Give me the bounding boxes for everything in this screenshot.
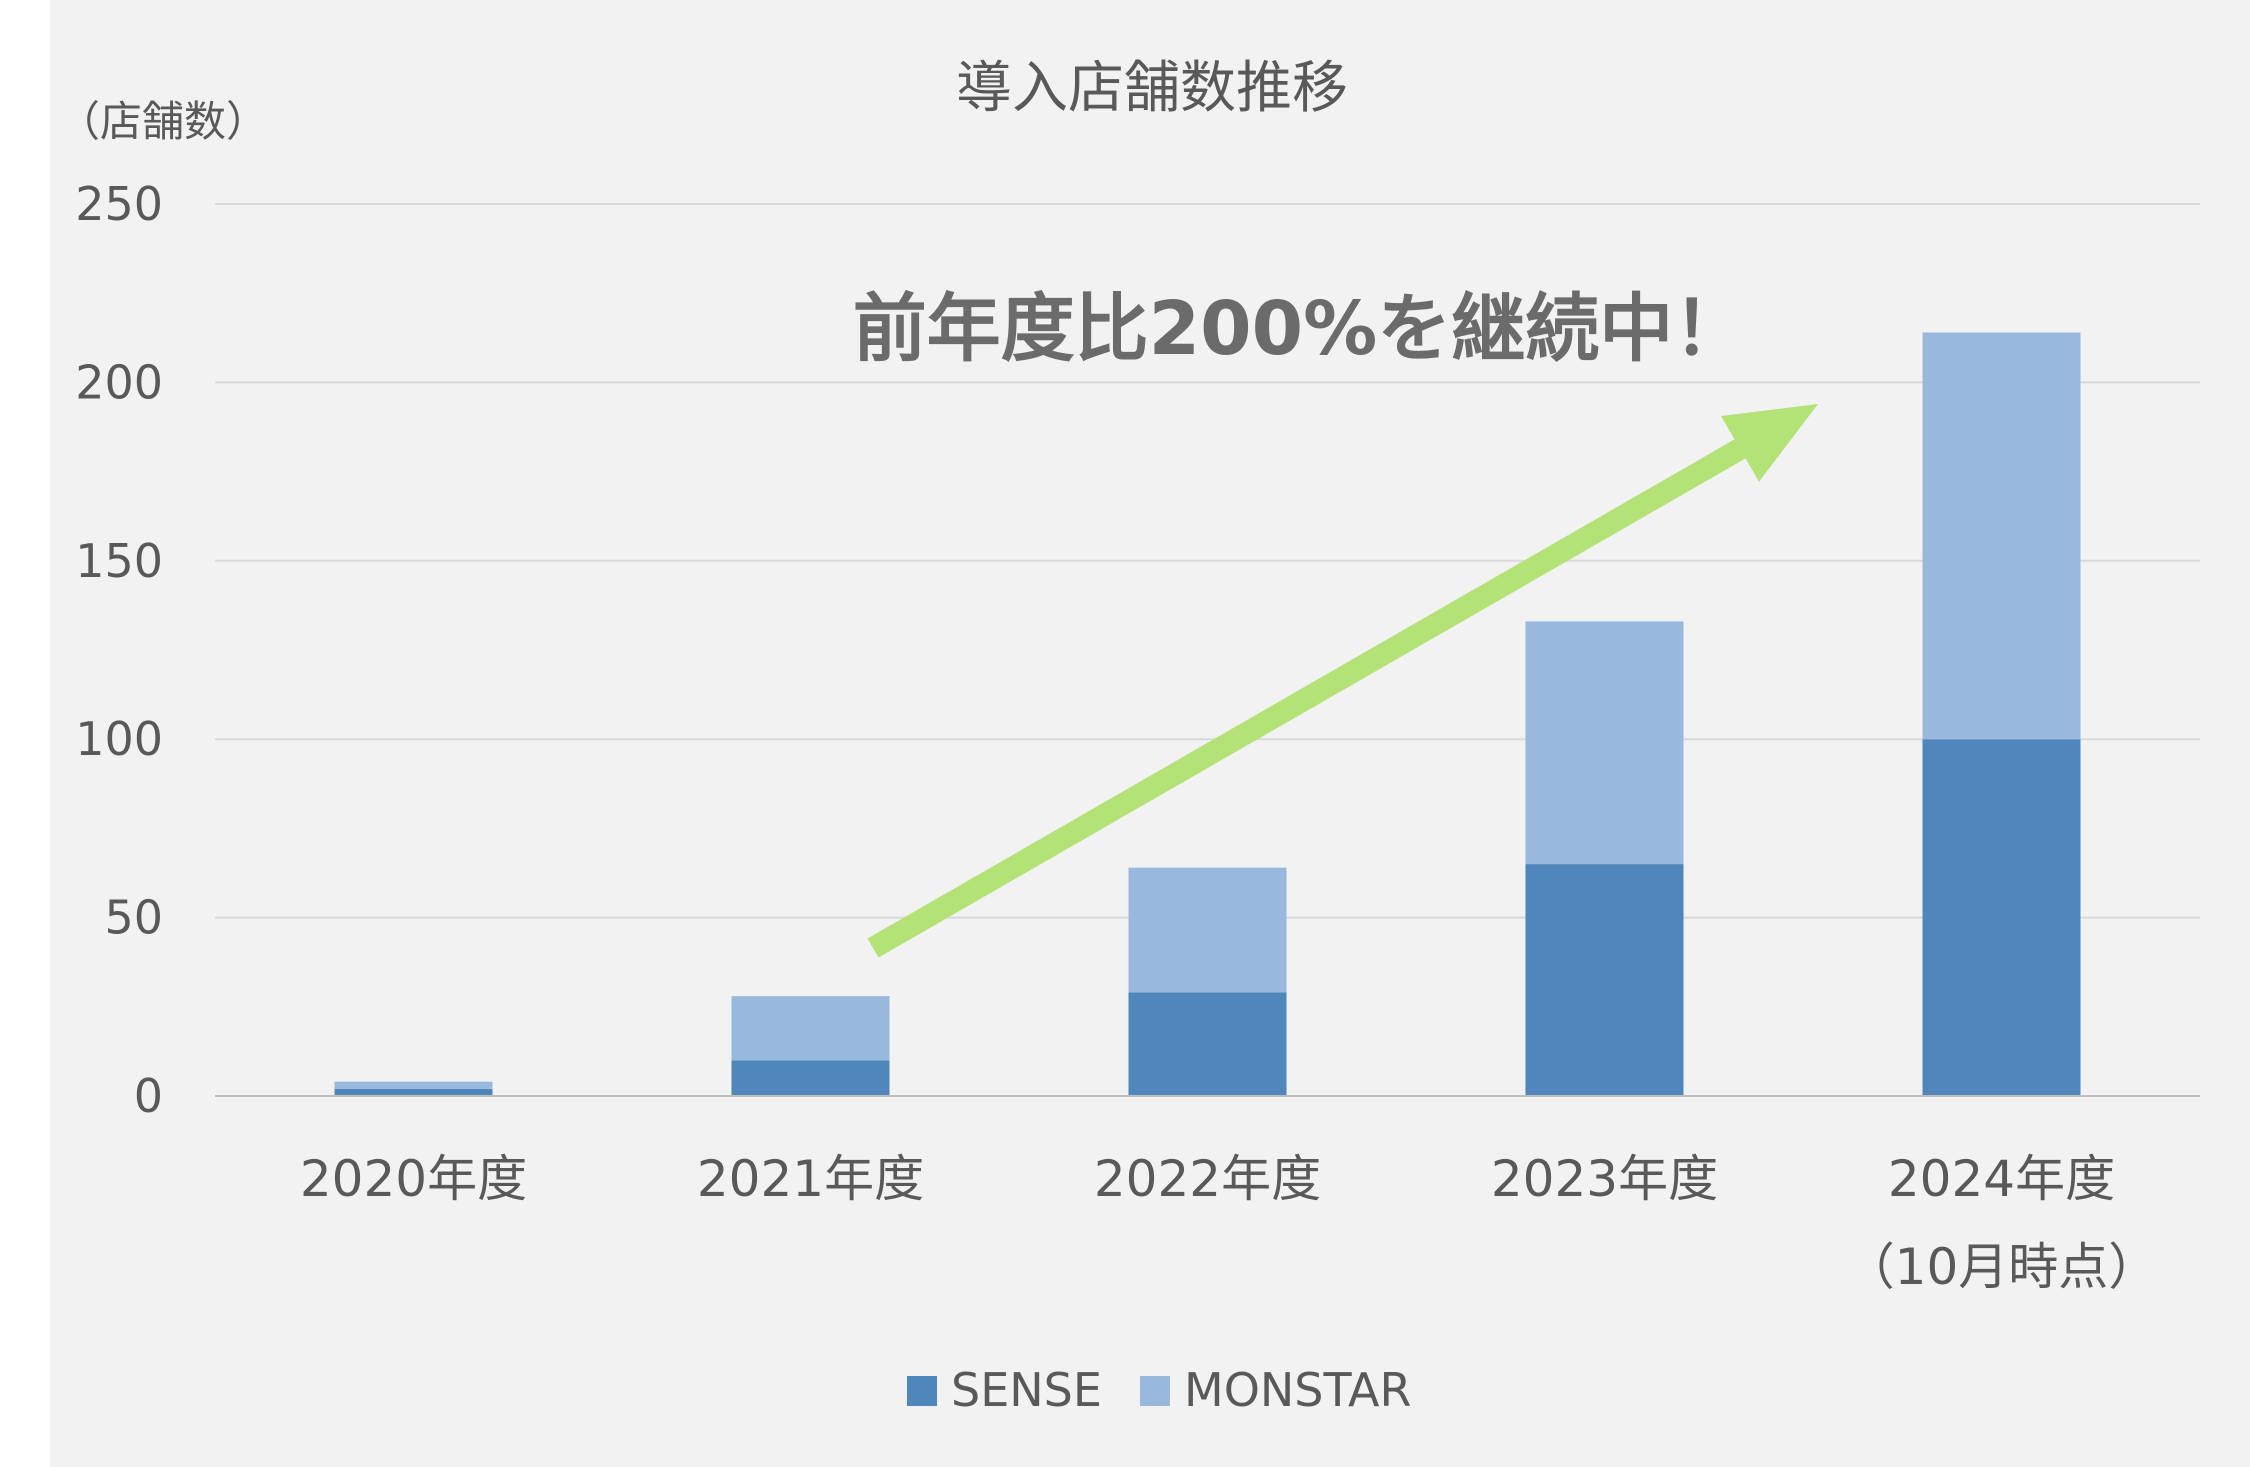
chart-panel: 導入店舗数推移 （店舗数） 0 50 100 150 200 250 2020年度 2021… (50, 0, 2250, 1467)
x-axis-ticks: 2020年度 2021年度 2022年度 2023年度 2024年度 （10月時点） (300, 1150, 2158, 1296)
y-tick-label: 100 (75, 712, 163, 766)
bar-segment-sense (1128, 992, 1287, 1096)
legend-label-monstar: MONSTAR (1184, 1363, 1411, 1417)
x-tick-label: 2021年度 (697, 1150, 924, 1208)
legend: SENSE MONSTAR (907, 1363, 1411, 1417)
bar-segment-sense (1922, 739, 2081, 1096)
bar-segment-sense (731, 1060, 890, 1096)
bars (334, 332, 2081, 1096)
bar-segment-monstar (1128, 867, 1287, 993)
growth-annotation-text: 前年度比200%を継続中！ (853, 286, 1748, 372)
y-tick-label: 200 (75, 355, 163, 409)
bar-segment-sense (1525, 864, 1684, 1096)
bar-segment-monstar (1525, 621, 1684, 865)
bar-segment-monstar (1922, 332, 2081, 740)
x-tick-label: 2024年度 (1888, 1150, 2115, 1208)
chart-title: 導入店舗数推移 (956, 56, 1348, 121)
x-tick-label: 2023年度 (1491, 1150, 1718, 1208)
trend-arrow (867, 404, 1818, 958)
y-tick-label: 50 (104, 891, 163, 945)
y-axis-unit-label: （店舗数） (58, 97, 268, 146)
x-tick-label: （10月時点） (1845, 1238, 2159, 1296)
stacked-bar-chart: 導入店舗数推移 （店舗数） 0 50 100 150 200 250 2020年度 2021… (58, 56, 2200, 1417)
y-tick-label: 0 (134, 1069, 163, 1123)
x-tick-label: 2020年度 (300, 1150, 527, 1208)
legend-label-sense: SENSE (951, 1363, 1102, 1417)
legend-swatch-sense (907, 1376, 937, 1406)
y-tick-label: 250 (75, 177, 163, 231)
x-tick-label: 2022年度 (1094, 1150, 1321, 1208)
legend-swatch-monstar (1140, 1376, 1170, 1406)
y-tick-label: 150 (75, 534, 163, 588)
gridlines (215, 203, 2200, 919)
growth-annotation: 前年度比200%を継続中！ (853, 286, 1818, 958)
y-axis-ticks: 0 50 100 150 200 250 (75, 177, 163, 1123)
bar-segment-monstar (731, 996, 890, 1061)
bar-segment-monstar (334, 1081, 493, 1089)
bar-segment-sense (334, 1088, 493, 1096)
